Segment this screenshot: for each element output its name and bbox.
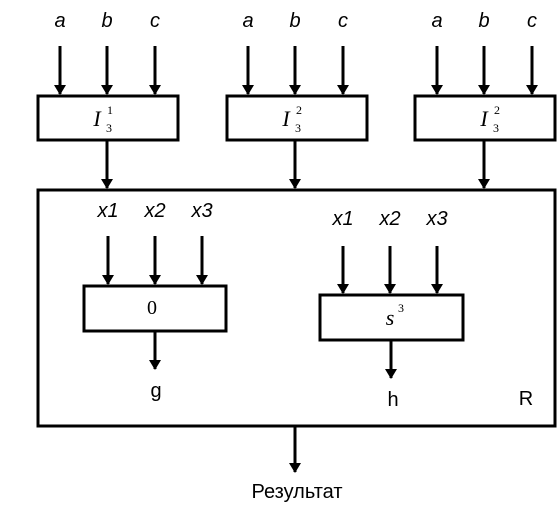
block-sup: 2 [296, 103, 302, 117]
inner-right-sup: 3 [398, 301, 404, 315]
top-block-3: I 2 3 [413, 94, 557, 142]
block-sub: 3 [106, 121, 112, 135]
inner-input-label: x1 [96, 200, 118, 222]
block-sub: 3 [493, 121, 499, 135]
container-label: R [519, 388, 533, 410]
inner-right-base: s [386, 305, 395, 330]
top-block-2: I 2 3 [225, 94, 369, 142]
inner-input-label: x3 [190, 200, 212, 222]
input-label: a [242, 10, 253, 32]
block-base: I [479, 106, 489, 131]
input-label: b [289, 10, 300, 32]
block-sup: 1 [107, 103, 113, 117]
input-label: a [54, 10, 65, 32]
input-arrows [54, 46, 538, 95]
input-label: b [101, 10, 112, 32]
inner-left-block [82, 284, 228, 333]
block-output-arrows [101, 141, 490, 189]
input-group-3: a b c [431, 10, 537, 32]
block-sub: 3 [295, 121, 301, 135]
input-group-2: a b c [242, 10, 348, 32]
inner-right-output-label: h [387, 389, 398, 411]
inner-left-output-label: g [150, 380, 161, 402]
block-sup: 2 [494, 103, 500, 117]
block-base: I [92, 106, 102, 131]
inner-left-label: 0 [147, 297, 157, 319]
input-group-1: a b c [54, 10, 160, 32]
inner-input-label: x2 [378, 208, 400, 230]
input-label: c [527, 10, 537, 32]
block-frame [225, 94, 369, 142]
result-label: Результат [252, 481, 343, 503]
inner-left-inputs: x1 x2 x3 [96, 200, 213, 285]
block-frame [36, 94, 180, 142]
inner-input-label: x3 [425, 208, 447, 230]
inner-right-inputs: x1 x2 x3 [331, 208, 448, 294]
block-frame [413, 94, 557, 142]
input-label: b [478, 10, 489, 32]
top-block-1: I 1 3 [36, 94, 180, 142]
input-label: a [431, 10, 442, 32]
inner-input-label: x1 [331, 208, 353, 230]
inner-input-label: x2 [143, 200, 165, 222]
input-label: c [150, 10, 160, 32]
inner-right-block [318, 293, 465, 342]
block-base: I [281, 106, 291, 131]
input-label: c [338, 10, 348, 32]
